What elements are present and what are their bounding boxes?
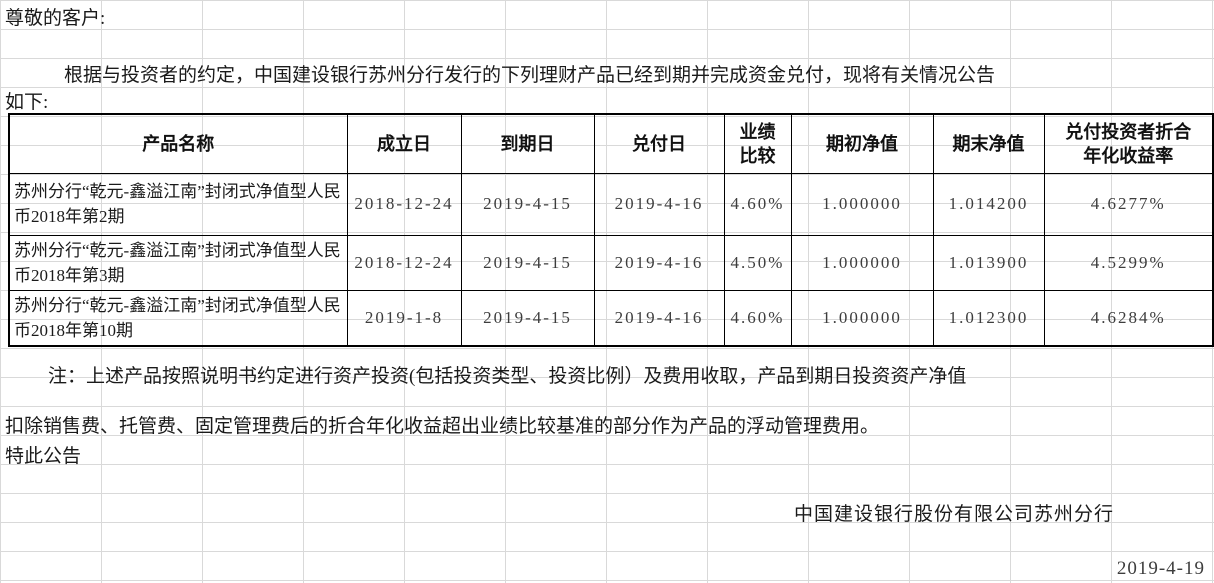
- cell-initial-nav: 1.000000: [790, 289, 934, 346]
- intro-paragraph-line2: 如下:: [5, 92, 49, 113]
- cell-benchmark: 4.50%: [723, 234, 792, 291]
- products-table: 产品名称 成立日 到期日 兑付日 业绩 比较 期初净值 期末净值 兑付投资者折合…: [8, 113, 1214, 347]
- col-header-maturity-date: 到期日: [460, 113, 595, 174]
- cell-establish-date: 2018-12-24: [346, 172, 462, 236]
- cell-final-nav: 1.013900: [932, 234, 1045, 291]
- issuer-name: 中国建设银行股份有限公司苏州分行: [793, 504, 1114, 525]
- cell-benchmark: 4.60%: [723, 172, 792, 236]
- col-header-final-nav: 期末净值: [932, 113, 1045, 174]
- cell-maturity-date: 2019-4-15: [460, 172, 595, 236]
- announcement-date: 2019-4-19: [1116, 558, 1205, 579]
- closing-statement: 特此公告: [5, 446, 82, 467]
- cell-benchmark: 4.60%: [723, 289, 792, 346]
- cell-annualized-yield: 4.5299%: [1043, 234, 1214, 291]
- cell-product-name: 苏州分行“乾元-鑫溢江南”封闭式净值型人民币2018年第10期: [8, 289, 348, 346]
- col-header-initial-nav: 期初净值: [790, 113, 934, 174]
- cell-product-name: 苏州分行“乾元-鑫溢江南”封闭式净值型人民币2018年第3期: [8, 234, 348, 291]
- col-header-establish-date: 成立日: [346, 113, 462, 174]
- cell-payment-date: 2019-4-16: [593, 172, 725, 236]
- col-header-product-name: 产品名称: [8, 113, 348, 174]
- cell-initial-nav: 1.000000: [790, 172, 934, 236]
- cell-annualized-yield: 4.6277%: [1043, 172, 1214, 236]
- cell-final-nav: 1.014200: [932, 172, 1045, 236]
- col-header-payment-date: 兑付日: [593, 113, 725, 174]
- cell-maturity-date: 2019-4-15: [460, 234, 595, 291]
- cell-product-name: 苏州分行“乾元-鑫溢江南”封闭式净值型人民币2018年第2期: [8, 172, 348, 236]
- cell-payment-date: 2019-4-16: [593, 234, 725, 291]
- salutation: 尊敬的客户:: [5, 8, 106, 29]
- cell-payment-date: 2019-4-16: [593, 289, 725, 346]
- col-header-benchmark: 业绩 比较: [723, 113, 792, 174]
- cell-annualized-yield: 4.6284%: [1043, 289, 1214, 346]
- table-row: 苏州分行“乾元-鑫溢江南”封闭式净值型人民币2018年第10期 2019-1-8…: [8, 289, 1214, 346]
- table-row: 苏州分行“乾元-鑫溢江南”封闭式净值型人民币2018年第2期 2018-12-2…: [8, 172, 1214, 236]
- table-header-row: 产品名称 成立日 到期日 兑付日 业绩 比较 期初净值 期末净值 兑付投资者折合…: [8, 113, 1214, 174]
- cell-maturity-date: 2019-4-15: [460, 289, 595, 346]
- note-line1: 注：上述产品按照说明书约定进行资产投资(包括投资类型、投资比例）及费用收取，产品…: [48, 366, 967, 387]
- table-row: 苏州分行“乾元-鑫溢江南”封闭式净值型人民币2018年第3期 2018-12-2…: [8, 234, 1214, 291]
- cell-establish-date: 2019-1-8: [346, 289, 462, 346]
- note-line2: 扣除销售费、托管费、固定管理费后的折合年化收益超出业绩比较基准的部分作为产品的浮…: [5, 416, 880, 437]
- intro-paragraph-line1: 根据与投资者的约定，中国建设银行苏州分行发行的下列理财产品已经到期并完成资金兑付…: [64, 65, 996, 86]
- col-header-annualized-yield: 兑付投资者折合 年化收益率: [1043, 113, 1214, 174]
- cell-final-nav: 1.012300: [932, 289, 1045, 346]
- cell-establish-date: 2018-12-24: [346, 234, 462, 291]
- cell-initial-nav: 1.000000: [790, 234, 934, 291]
